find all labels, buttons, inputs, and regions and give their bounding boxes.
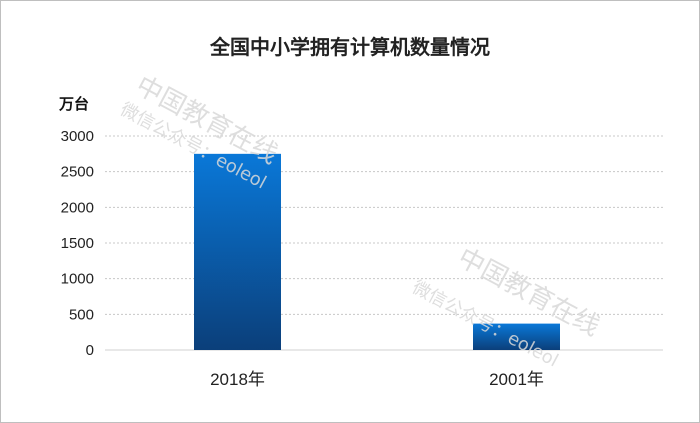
bar-0 <box>194 153 281 350</box>
y-tick-label: 2500 <box>61 164 94 181</box>
y-tick-label: 1500 <box>61 235 94 252</box>
x-axis-labels: 2018年 2001年 <box>210 370 544 389</box>
bars <box>194 153 560 350</box>
y-axis-ticks: 0 500 1000 1500 2000 2500 3000 <box>61 128 94 359</box>
y-axis-unit-label: 万台 <box>59 95 90 113</box>
y-tick-label: 0 <box>86 342 94 359</box>
x-category-label: 2018年 <box>210 370 265 389</box>
chart-title: 全国中小学拥有计算机数量情况 <box>210 35 490 59</box>
y-tick-label: 3000 <box>61 128 94 145</box>
y-tick-label: 500 <box>69 306 94 323</box>
y-tick-label: 1000 <box>61 271 94 288</box>
y-tick-label: 2000 <box>61 199 94 216</box>
bar-1 <box>473 323 560 350</box>
x-category-label: 2001年 <box>489 370 544 389</box>
